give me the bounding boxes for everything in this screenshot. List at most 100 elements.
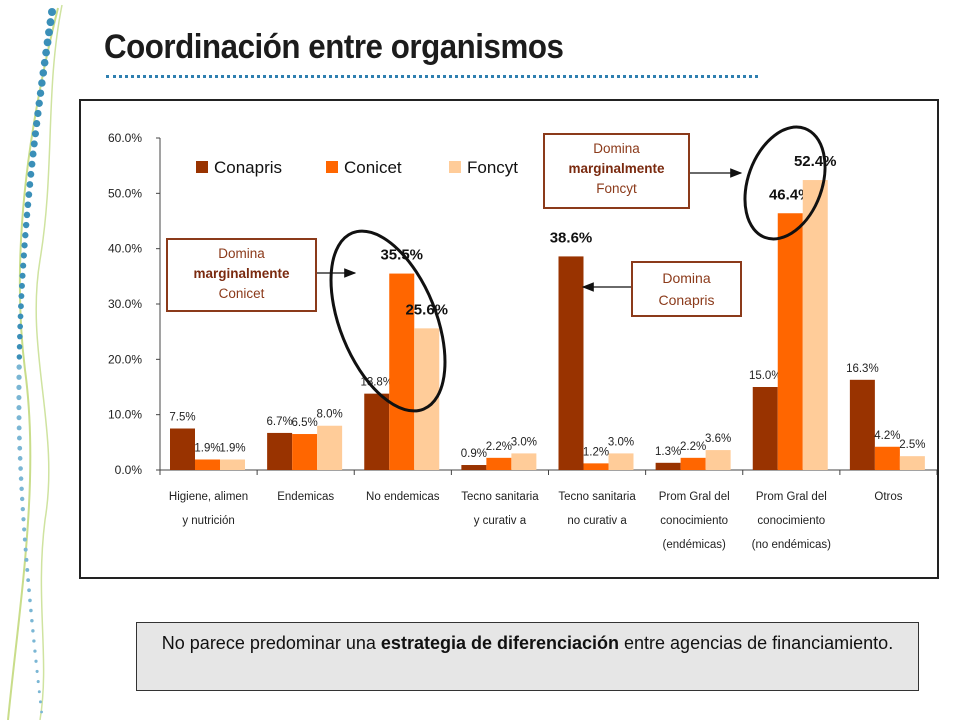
decorative-dot xyxy=(16,394,22,401)
decorative-dot xyxy=(33,120,41,128)
decorative-dot xyxy=(20,262,27,269)
decorative-dot xyxy=(26,181,34,188)
data-label: 8.0% xyxy=(317,409,343,421)
y-tick-label: 20.0% xyxy=(108,352,142,366)
x-category-label: conocimiento xyxy=(660,515,728,527)
x-category-label: Higiene, alimen xyxy=(169,491,248,503)
decorative-dot xyxy=(30,618,34,623)
bar-conicet xyxy=(486,457,512,470)
decorative-dot xyxy=(23,211,31,219)
decorative-dot xyxy=(31,130,39,138)
y-tick-label: 50.0% xyxy=(108,186,142,200)
x-category-label: Endemicas xyxy=(277,491,334,503)
decorative-dot xyxy=(20,252,27,259)
y-tick-label: 40.0% xyxy=(108,242,142,256)
decorative-dot xyxy=(18,293,25,300)
data-label: 3.0% xyxy=(511,436,537,448)
data-label: 25.6% xyxy=(405,301,448,318)
bar-conicet xyxy=(292,434,318,470)
decorative-dot xyxy=(22,221,30,229)
decorative-dot xyxy=(46,18,55,27)
decorative-dot xyxy=(17,456,23,461)
decorative-dot xyxy=(28,160,36,168)
bar-conapris xyxy=(752,387,778,470)
decorative-dot xyxy=(21,242,28,249)
decorative-dot xyxy=(18,476,24,481)
data-label: 4.2% xyxy=(874,430,900,442)
legend-swatch-conicet xyxy=(326,161,338,173)
slide-title: Coordinación entre organismos xyxy=(104,28,564,66)
callout-conapris-line2: Conapris xyxy=(658,292,715,308)
decorative-dot xyxy=(31,629,35,633)
note-prefix: No parece predominar una xyxy=(161,633,381,653)
x-category-label: Otros xyxy=(874,491,902,503)
callout-foncyt: Domina marginalmente Foncyt xyxy=(543,133,690,209)
bar-conapris xyxy=(461,465,487,470)
decorative-dot xyxy=(36,89,45,97)
x-category-label: (no endémicas) xyxy=(752,539,831,551)
decorative-dot xyxy=(27,170,35,178)
decorative-dot xyxy=(48,8,56,16)
y-tick-label: 30.0% xyxy=(108,297,142,311)
decorative-dot xyxy=(20,496,25,502)
decorative-dot xyxy=(21,517,26,522)
decorative-dot xyxy=(40,710,43,714)
data-label: 0.9% xyxy=(461,448,487,460)
y-tick-label: 0.0% xyxy=(115,463,143,477)
decorative-dot xyxy=(29,608,33,613)
decorative-dot xyxy=(40,58,49,67)
decorative-dot xyxy=(23,547,28,552)
callout-conicet: Domina marginalmente Conicet xyxy=(166,238,317,312)
conclusion-note: No parece predominar una estrategia de d… xyxy=(136,622,919,691)
decorative-dot xyxy=(28,598,32,603)
decorative-dot xyxy=(17,323,23,330)
data-label: 6.5% xyxy=(292,417,318,429)
bar-conapris xyxy=(849,379,875,470)
x-category-label: no curativ a xyxy=(567,515,627,527)
x-category-label: Tecno sanitaria xyxy=(558,491,636,503)
decorative-dot xyxy=(34,109,42,118)
decorative-dot xyxy=(34,659,38,663)
data-label: 7.5% xyxy=(169,412,195,424)
decorative-dot xyxy=(17,313,24,320)
decorative-dot xyxy=(38,700,42,704)
note-suffix: entre agencias de financiamiento. xyxy=(619,633,894,653)
decorative-dot xyxy=(16,425,22,431)
callout-conapris: Domina Conapris xyxy=(631,261,742,317)
highlight-ellipse-no-endemicas-prom xyxy=(743,125,827,241)
decorative-dot xyxy=(35,669,39,673)
callout-conicet-line3: Conicet xyxy=(218,286,265,301)
data-label: 15.0% xyxy=(749,370,782,382)
data-label: 52.4% xyxy=(794,153,837,170)
bar-foncyt xyxy=(705,450,731,470)
decorative-dot xyxy=(19,272,26,279)
legend-label-conapris: Conapris xyxy=(214,158,282,177)
callout-conapris-line1: Domina xyxy=(662,270,711,286)
x-category-label: Prom Gral del xyxy=(756,491,827,503)
decorative-dot xyxy=(42,48,50,57)
x-category-label: Tecno sanitaria xyxy=(461,491,539,503)
data-label: 3.6% xyxy=(705,433,731,445)
data-label: 2.2% xyxy=(486,441,512,453)
callout-foncyt-line3: Foncyt xyxy=(596,181,637,196)
decorative-dot xyxy=(27,588,31,593)
data-label: 38.6% xyxy=(550,229,593,246)
x-category-label: y nutrición xyxy=(182,515,234,527)
x-category-label: (endémicas) xyxy=(663,539,726,551)
callout-foncyt-line1: Domina xyxy=(593,141,640,156)
decorative-dot xyxy=(16,344,23,350)
decorative-dot xyxy=(22,232,29,239)
decorative-dot xyxy=(33,649,37,653)
legend-label-foncyt: Foncyt xyxy=(467,158,518,177)
bar-foncyt xyxy=(608,453,634,470)
decorative-dot xyxy=(16,415,22,421)
bar-conapris xyxy=(364,393,390,470)
decorative-dot xyxy=(16,364,22,370)
bar-foncyt xyxy=(220,459,245,470)
bar-conapris xyxy=(558,256,584,470)
bar-conicet xyxy=(680,457,706,470)
bar-foncyt xyxy=(511,453,537,470)
bar-foncyt xyxy=(899,456,925,470)
legend-label-conicet: Conicet xyxy=(344,158,402,177)
legend-swatch-foncyt xyxy=(449,161,461,173)
